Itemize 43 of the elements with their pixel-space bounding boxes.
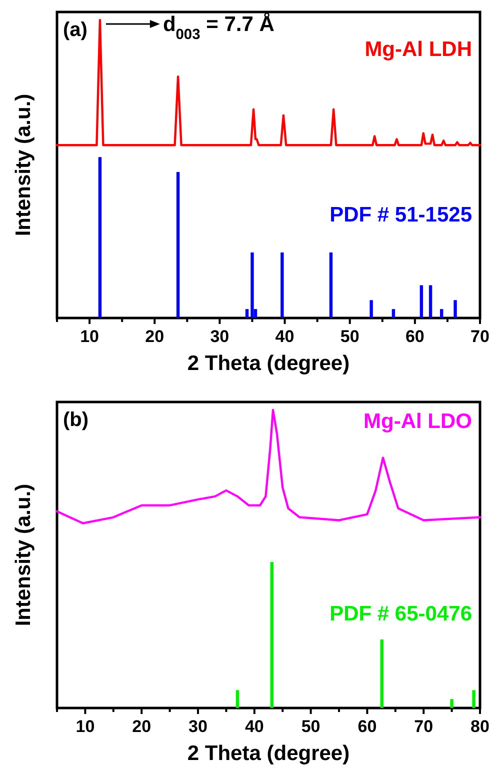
x-tick-label: 50 [340, 327, 360, 346]
annotation: (b) [63, 409, 89, 431]
bar [454, 300, 457, 318]
annotation: d$_{003}$ = 7.7 Å [162, 12, 274, 43]
x-tick-label: 70 [414, 717, 434, 736]
x-tick-label: 30 [210, 327, 230, 346]
bar [250, 252, 254, 318]
bar [329, 252, 333, 318]
x-tick-label: 10 [80, 327, 99, 346]
bar [236, 690, 240, 708]
x-tick-label: 70 [470, 327, 490, 346]
series-label: PDF # 51-1525 [330, 203, 472, 226]
x-tick-label: 80 [470, 717, 490, 736]
x-axis-title: 2 Theta (degree) [187, 742, 350, 765]
bar [176, 172, 180, 318]
bar [428, 285, 432, 318]
bar [440, 309, 444, 318]
x-tick-label: 30 [188, 717, 208, 736]
x-tick-label: 50 [301, 717, 320, 736]
x-tick-label: 20 [132, 717, 152, 736]
text: Mg-Al LDH [364, 38, 472, 61]
bar [98, 157, 102, 318]
x-tick-label: 60 [358, 717, 377, 736]
bar [280, 252, 284, 318]
series-label: PDF # 65-0476 [330, 602, 472, 626]
bar [392, 309, 396, 318]
bar [245, 309, 249, 318]
bar [450, 699, 454, 708]
bar [270, 562, 274, 708]
bar [472, 690, 476, 708]
bar [420, 285, 424, 318]
bar [370, 300, 373, 318]
x-tick-label: 40 [275, 327, 294, 346]
x-tick-label: 40 [244, 717, 264, 736]
y-axis-title: Intensity (a.u.) [12, 94, 35, 236]
series-label: Mg-Al LDO [364, 410, 472, 433]
x-axis-title: 2 Theta (degree) [187, 352, 350, 375]
x-tick-label: 20 [145, 327, 164, 346]
annotation: (a) [63, 19, 88, 41]
x-tick-label: 60 [405, 327, 424, 346]
y-axis-title: Intensity (a.u.) [12, 484, 35, 626]
bar [380, 639, 384, 708]
x-tick-label: 10 [76, 717, 95, 736]
